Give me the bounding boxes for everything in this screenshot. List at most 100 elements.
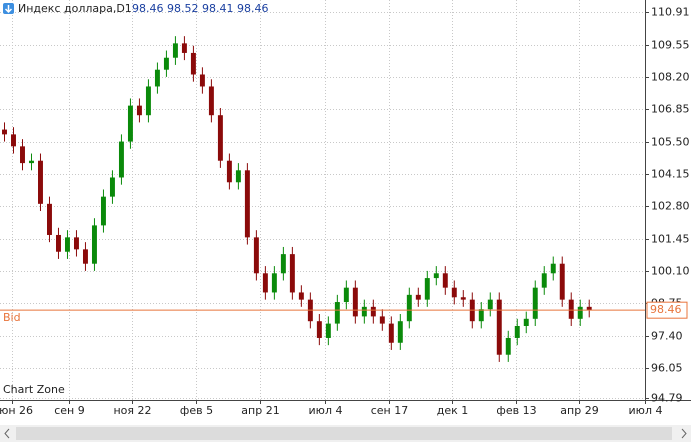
candle-body [181, 43, 187, 53]
y-tick-label: 106.85 [651, 103, 690, 116]
y-tick-label: 101.45 [651, 233, 690, 246]
y-tick-label: 96.05 [651, 362, 683, 375]
candle-body [388, 323, 394, 343]
header-low: 98.41 [202, 2, 234, 15]
candle-body [415, 294, 421, 300]
candle-body [352, 287, 358, 317]
y-tick-label: 97.40 [651, 330, 683, 343]
candle-body [505, 337, 511, 355]
candle-body [118, 141, 124, 178]
scroll-left[interactable] [4, 428, 10, 439]
candle-body [586, 306, 592, 311]
candle-body [199, 74, 205, 87]
x-tick-label: апр 21 [241, 404, 279, 417]
candle-body [289, 254, 295, 293]
candle-body [496, 299, 502, 355]
x-tick-label: июл 4 [309, 404, 343, 417]
candle-body [559, 263, 565, 300]
candle-body [271, 273, 277, 293]
candle-body [127, 105, 133, 142]
candle-body [29, 160, 34, 164]
candle-body [55, 234, 61, 252]
x-tick-label: ноя 22 [113, 404, 151, 417]
y-tick-label: 108.20 [651, 71, 690, 84]
candle-body [334, 302, 340, 324]
y-tick-label: 102.80 [651, 200, 690, 213]
candle-body [514, 325, 520, 338]
candle-body [325, 323, 331, 338]
y-tick-label: 105.50 [651, 136, 690, 149]
candle-body [532, 287, 538, 319]
candle-body [280, 254, 286, 274]
candle-body [208, 86, 214, 116]
candle-body [2, 129, 7, 135]
candle-body [442, 273, 448, 288]
candle-body [298, 292, 304, 300]
candle-body [379, 316, 385, 324]
candle-body [163, 57, 169, 70]
candle-body [190, 52, 196, 75]
x-tick-label: фев 5 [180, 404, 213, 417]
candle-body [568, 299, 574, 319]
candle-body [64, 237, 70, 252]
candle-body [217, 115, 223, 161]
bid-price-box [646, 301, 688, 319]
x-tick-label: сен 9 [54, 404, 85, 417]
watermark: Chart Zone [3, 383, 65, 396]
candle-body [460, 297, 466, 300]
bid-label: Bid [3, 311, 21, 324]
candle-body [424, 278, 430, 300]
y-tick-label: 109.55 [651, 39, 690, 52]
candle-body [487, 299, 493, 310]
y-tick-label: 94.79 [651, 392, 683, 405]
candle-body [478, 309, 484, 322]
y-tick-label: 100.10 [651, 265, 690, 278]
x-tick-label: дек 1 [437, 404, 469, 417]
scrollbar [0, 425, 691, 442]
candle-body [226, 160, 232, 183]
symbol-icon-arrow [4, 5, 13, 14]
candle-body [38, 160, 43, 204]
header: Индекс доллара,D1 98.46 98.52 98.41 98.4… [3, 2, 269, 15]
candle-body [73, 237, 79, 250]
candle-body [235, 170, 241, 183]
candle-body [541, 273, 547, 288]
x-tick-label: сен 17 [371, 404, 409, 417]
candle-body [523, 318, 529, 326]
symbol-title: Индекс доллара,D1 [18, 2, 132, 15]
candle-body [136, 105, 142, 116]
candle-body [370, 306, 376, 317]
header-open: 98.46 [132, 2, 164, 15]
candle-body [172, 43, 178, 58]
candle-body [262, 273, 268, 293]
candle-body [406, 294, 412, 322]
candle-body [11, 134, 16, 147]
candle-body [47, 203, 52, 235]
x-tick-label: июн 26 [0, 404, 33, 417]
x-tick-label: июл 4 [629, 404, 663, 417]
candle-body [91, 225, 97, 264]
candle-body [145, 86, 151, 116]
scroll-right[interactable] [681, 428, 687, 439]
candle-body [253, 237, 259, 274]
candle-body [100, 196, 106, 226]
candle-body [82, 249, 88, 264]
y-tick-label: 104.15 [651, 168, 690, 181]
candle-body [343, 287, 349, 303]
scrollbar-thumb[interactable] [16, 427, 672, 440]
candle-body [451, 287, 457, 298]
candle-body [550, 263, 556, 274]
candle-body [109, 177, 115, 197]
candle-body [20, 146, 25, 164]
header-high: 98.52 [167, 2, 199, 15]
x-tick-label: апр 29 [560, 404, 598, 417]
candle-body [361, 306, 367, 317]
candle-body [244, 170, 250, 238]
candle-body [316, 321, 322, 338]
candle-body [433, 273, 439, 279]
header-close: 98.46 [237, 2, 269, 15]
y-tick-label: 110.91 [651, 6, 690, 19]
candle-body [154, 69, 160, 87]
x-tick-label: фев 13 [496, 404, 536, 417]
